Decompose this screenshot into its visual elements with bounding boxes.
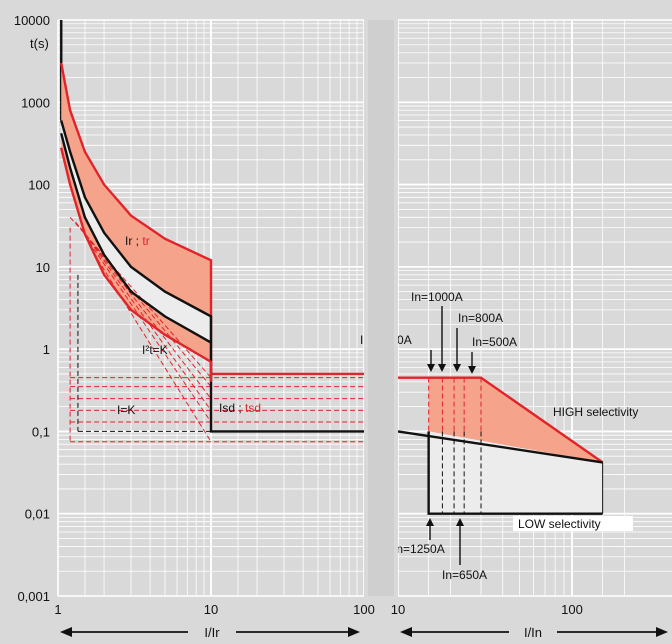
y-tick-label: 0,001 [17,589,50,604]
rating-arrowhead [427,364,435,372]
low-floor-curve [427,431,603,515]
x-tick-label: 1 [54,602,61,617]
x-tick-label: 10 [204,602,218,617]
rating-arrowhead [438,364,446,372]
middle-black-curve [60,120,364,433]
ik-label: I=K [117,403,135,417]
rating-arrowhead [456,518,464,526]
i2tk-label: I²t=K [142,343,168,357]
rating-arrowhead [468,366,476,374]
isd-tsd-label: Isd ; tsd [219,401,261,415]
x-tick-label: 100 [561,602,583,617]
x-axis-left-arrowhead [348,627,360,637]
left-panel [57,19,365,597]
x-tick-label: 10 [391,602,405,617]
ir-tr-label: Ir ; tr [125,234,150,248]
lower-red-curve [60,147,213,382]
rating-arrowhead [453,364,461,372]
x-axis-right-arrowhead [656,627,668,637]
rating-label: In=1250A [393,542,445,556]
y-axis-label: t(s) [30,36,49,51]
low-selectivity-curve [397,430,603,464]
rating-arrowhead [426,518,434,526]
y-tick-label: 0,01 [25,507,50,522]
dashed-long-time [88,241,212,423]
high-selectivity-curve [398,376,604,464]
labels-layer: 10000 1000 100 10 1 0,1 0,01 0,001 t(s) 1 10 100 10 1… [14,13,668,640]
low-selectivity-label: LOW selectivity [518,517,601,531]
x-tick-label: 100 [353,602,375,617]
red-fill-band-lower [61,133,212,362]
dashed-long-time [79,227,212,399]
low-selectivity-box [513,516,633,531]
red-fill-band [61,63,212,317]
y-tick-label: 10000 [14,13,50,28]
y-tick-label: 100 [28,178,50,193]
x-axis-left-arrowhead [60,627,72,637]
rating-label: In=650A [442,568,487,582]
y-tick-label: 0,1 [32,424,50,439]
lower-black-curve [60,133,212,344]
dashed-long-time [75,221,212,387]
y-tick-label: 10 [36,260,50,275]
dashed-long-time [92,252,212,442]
y-tick-label: 1 [43,342,50,357]
x-axis-right-label: I/In [524,625,542,640]
panel-gap-strip [368,20,394,596]
rating-label: In=1000A [411,290,463,304]
rating-label: In=500A [472,335,517,349]
right-panel [397,19,672,597]
low-selectivity-band [428,431,603,514]
gray-fill-band [61,120,212,343]
y-tick-label: 1000 [21,95,50,110]
rating-label: In=800A [458,311,503,325]
high-selectivity-label: HIGH selectivity [553,405,638,419]
x-axis-left-label: I/Ir [204,625,220,640]
x-axis-right-arrowhead [400,627,412,637]
high-selectivity-band [428,377,603,463]
